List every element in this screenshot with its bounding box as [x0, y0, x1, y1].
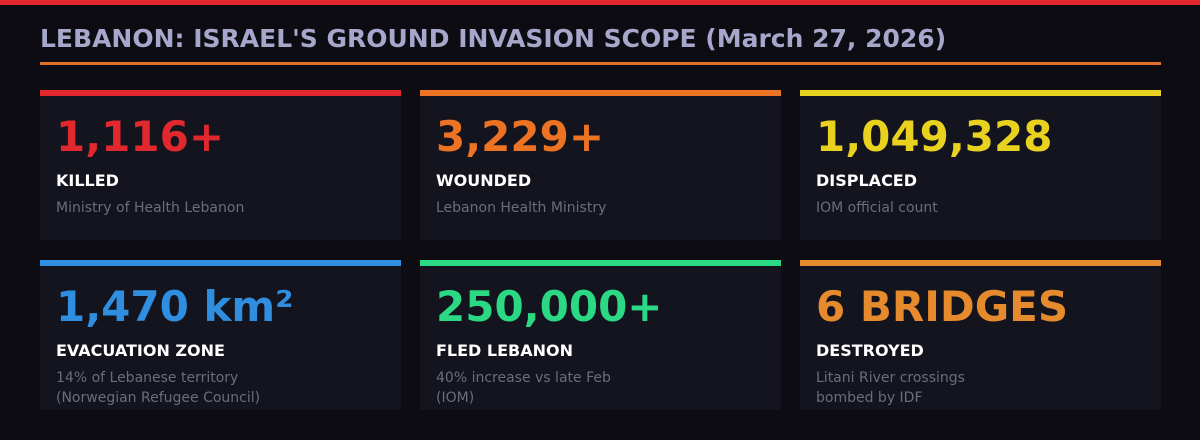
card-accent-bar [40, 90, 401, 96]
stat-source: IOM official count [816, 198, 938, 218]
stat-value: 250,000+ [436, 282, 663, 331]
stat-value: 1,470 km² [56, 282, 294, 331]
stat-card: 1,116+ KILLED Ministry of Health Lebanon [40, 90, 401, 240]
stat-source: 40% increase vs late Feb (IOM) [436, 368, 611, 408]
title-rule [40, 62, 1161, 65]
stat-label: EVACUATION ZONE [56, 341, 225, 360]
stat-value: 3,229+ [436, 112, 605, 161]
source-line: Litani River crossings [816, 370, 965, 386]
stat-card: 250,000+ FLED LEBANON 40% increase vs late… [420, 260, 781, 410]
stat-source: Lebanon Health Ministry [436, 198, 606, 218]
card-accent-bar [420, 90, 781, 96]
stat-label: FLED LEBANON [436, 341, 573, 360]
source-line: Lebanon Health Ministry [436, 200, 607, 216]
source-line: IOM official count [816, 200, 938, 216]
stat-source: 14% of Lebanese territory (Norwegian Refu… [56, 368, 260, 408]
stat-source: Litani River crossings bombed by IDF [816, 368, 965, 408]
card-accent-bar [40, 260, 401, 266]
stat-label: KILLED [56, 171, 119, 190]
stat-label: DISPLACED [816, 171, 918, 190]
card-accent-bar [420, 260, 781, 266]
source-line: Ministry of Health Lebanon [56, 200, 245, 216]
card-accent-bar [800, 90, 1161, 96]
source-line: (IOM) [436, 390, 475, 406]
stat-value: 1,116+ [56, 112, 225, 161]
stat-value: 1,049,328 [816, 112, 1053, 161]
stat-card: 6 BRIDGES DESTROYED Litani River crossings… [800, 260, 1161, 410]
source-line: (Norwegian Refugee Council) [56, 390, 261, 406]
source-line: 14% of Lebanese territory [56, 370, 239, 386]
stat-label: WOUNDED [436, 171, 532, 190]
top-bar [0, 0, 1200, 5]
stat-card: 1,470 km² EVACUATION ZONE 14% of Lebanese … [40, 260, 401, 410]
stat-card: 1,049,328 DISPLACED IOM official count [800, 90, 1161, 240]
title: LEBANON: ISRAEL'S GROUND INVASION SCOPE … [40, 24, 947, 53]
card-accent-bar [800, 260, 1161, 266]
source-line: 40% increase vs late Feb [436, 370, 611, 386]
stat-card: 3,229+ WOUNDED Lebanon Health Ministry [420, 90, 781, 240]
stat-source: Ministry of Health Lebanon [56, 198, 244, 218]
stat-label: DESTROYED [816, 341, 924, 360]
stat-value: 6 BRIDGES [816, 282, 1069, 331]
source-line: bombed by IDF [816, 390, 923, 406]
